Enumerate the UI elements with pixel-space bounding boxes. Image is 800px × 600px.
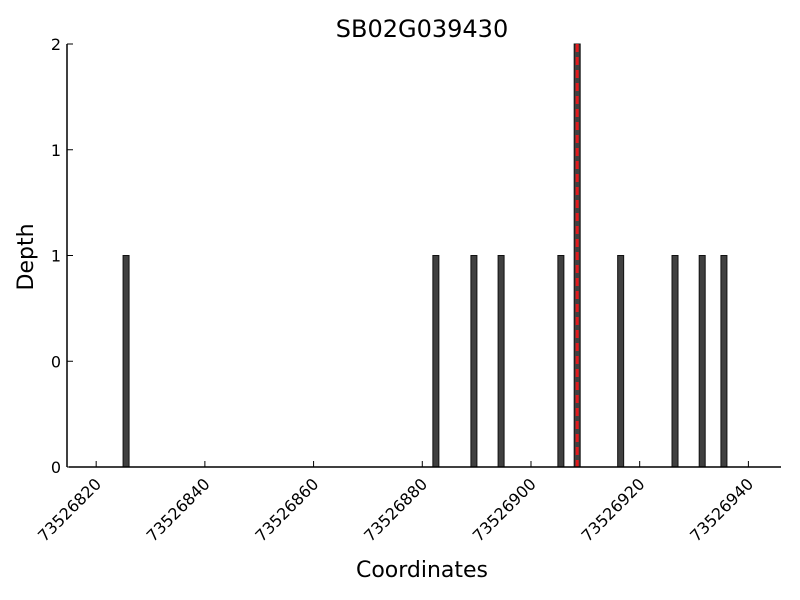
chart-title: SB02G039430 [336,15,508,43]
y-tick-label: 2 [51,35,61,54]
x-tick-label: 73526860 [251,474,322,545]
x-axis-label: Coordinates [356,558,488,583]
y-tick-label: 1 [51,247,61,266]
x-tick-label: 73526880 [360,474,431,545]
bar [470,255,478,468]
bar [122,255,130,468]
y-tick-label: 0 [51,458,61,477]
bar [557,255,565,468]
y-tick-label: 1 [51,141,61,160]
x-tick-label: 73526940 [686,474,757,545]
y-tick-label: 0 [51,352,61,371]
x-tick-label: 73526900 [469,474,540,545]
bar [671,255,679,468]
x-tick-label: 73526840 [143,474,214,545]
bar [497,255,505,468]
x-tick-label: 73526820 [34,474,105,545]
bar [617,255,625,468]
y-axis-label: Depth [14,223,39,290]
bar [698,255,706,468]
ticks-group: 0 0 1 1 2 73526820 73526840 73526860 73526880 735… [34,35,757,545]
bar [720,255,728,468]
bars-group [122,43,728,468]
bar [432,255,440,468]
x-tick-label: 73526920 [577,474,648,545]
